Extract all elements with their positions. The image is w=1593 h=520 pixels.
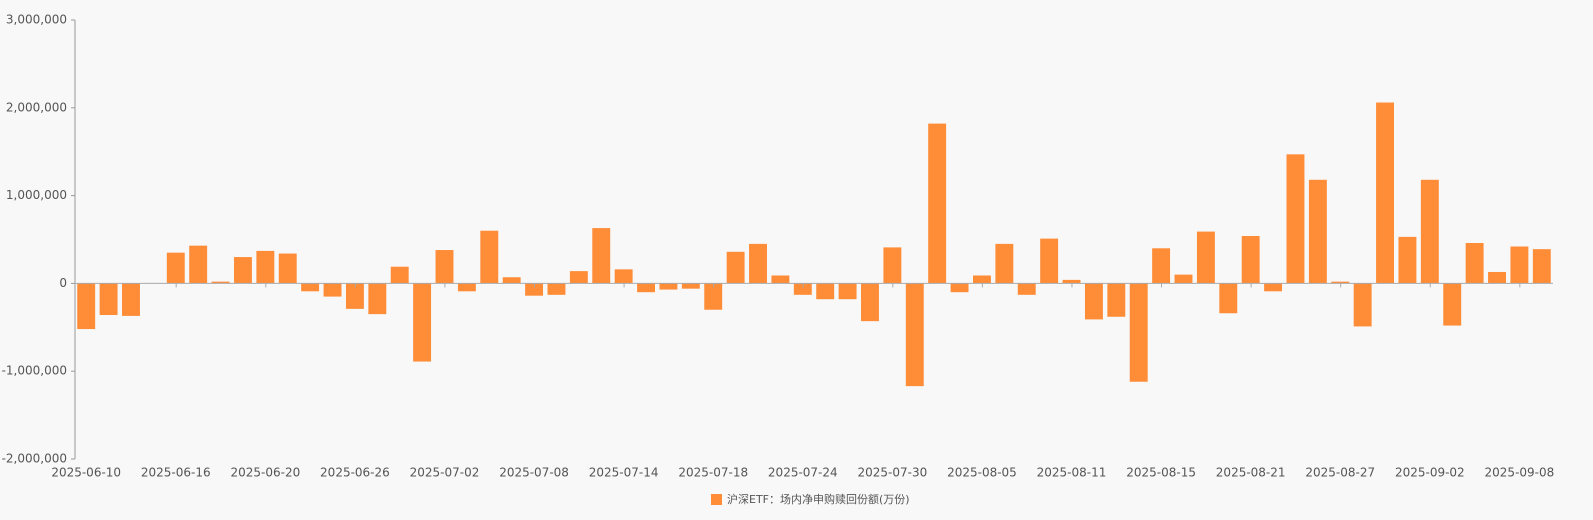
x-tick-label: 2025-09-08 [1485, 466, 1555, 480]
bar [278, 253, 297, 284]
bar [905, 283, 924, 387]
bar [995, 243, 1014, 284]
x-tick-label: 2025-06-26 [320, 466, 390, 480]
bar [1398, 236, 1417, 284]
bar [77, 283, 96, 330]
bar [1264, 283, 1283, 292]
y-tick-label: 0 [59, 276, 67, 290]
x-tick-label: 2025-06-10 [51, 466, 121, 480]
bar [323, 283, 342, 297]
x-tick-label: 2025-08-15 [1126, 466, 1196, 480]
x-tick-label: 2025-08-27 [1305, 466, 1375, 480]
bar [928, 123, 947, 284]
bar [1174, 274, 1193, 284]
x-tick-label: 2025-07-24 [768, 466, 838, 480]
bar [1465, 243, 1484, 284]
bar [749, 243, 767, 284]
bar [771, 275, 790, 284]
bar [413, 283, 432, 362]
bar [345, 283, 364, 309]
x-tick-label: 2025-06-20 [230, 466, 300, 480]
bar [502, 277, 521, 284]
bar [637, 283, 656, 293]
x-tick-label: 2025-08-21 [1216, 466, 1286, 480]
bar [525, 283, 544, 296]
x-tick-label: 2025-08-05 [947, 466, 1017, 480]
bar [1308, 179, 1327, 284]
bar [793, 283, 812, 295]
x-tick-label: 2025-06-16 [141, 466, 211, 480]
x-tick-label: 2025-08-11 [1037, 466, 1107, 480]
bar [861, 283, 879, 322]
bar [681, 283, 700, 289]
x-tick-label: 2025-09-02 [1395, 466, 1465, 480]
x-tick-label: 2025-07-14 [589, 466, 659, 480]
y-tick-label: 1,000,000 [6, 188, 67, 202]
y-tick-label: 2,000,000 [6, 100, 67, 114]
bar [189, 245, 208, 284]
bar [950, 283, 969, 293]
bar [256, 250, 275, 284]
bar [390, 266, 409, 284]
bar [659, 283, 678, 290]
bar [1443, 283, 1462, 326]
x-tick-label: 2025-07-18 [678, 466, 748, 480]
bar [547, 283, 566, 295]
bar [1107, 283, 1126, 317]
bar [1129, 283, 1148, 382]
bar [614, 269, 633, 284]
y-tick-label: -1,000,000 [2, 364, 67, 378]
bar [1017, 283, 1036, 295]
bar [838, 283, 857, 300]
bar [211, 281, 230, 284]
y-tick-label: 3,000,000 [6, 13, 67, 27]
bar [726, 251, 745, 284]
bar [1331, 281, 1350, 284]
bar [99, 283, 118, 316]
y-tick-label: -2,000,000 [2, 452, 67, 466]
bar [1532, 249, 1551, 284]
bar [1084, 283, 1103, 320]
bar [883, 247, 902, 284]
bar [1488, 271, 1506, 284]
bar [1219, 283, 1238, 314]
bar [704, 283, 723, 310]
bar [1420, 179, 1439, 284]
bar [457, 283, 476, 292]
bar [1353, 283, 1372, 327]
bar [816, 283, 835, 300]
bar [435, 250, 454, 284]
bar [166, 252, 185, 284]
bar [1196, 231, 1215, 284]
bar [972, 275, 991, 284]
bar [569, 271, 588, 284]
bar [1241, 235, 1260, 284]
bar [1376, 102, 1395, 284]
bar [1062, 279, 1081, 284]
legend-label: 沪深ETF：场内净申购赎回份额(万份) [727, 492, 910, 506]
bar [1152, 248, 1171, 284]
bar [1510, 246, 1529, 284]
x-tick-label: 2025-07-08 [499, 466, 569, 480]
bar [122, 283, 140, 316]
bar [233, 257, 252, 284]
bar [368, 283, 387, 315]
bar [1286, 154, 1305, 284]
bar [301, 283, 320, 292]
bar [592, 228, 611, 284]
legend-swatch [711, 494, 722, 505]
x-tick-label: 2025-07-30 [858, 466, 928, 480]
bar [1040, 238, 1059, 284]
bar [480, 230, 499, 284]
x-tick-label: 2025-07-02 [410, 466, 480, 480]
